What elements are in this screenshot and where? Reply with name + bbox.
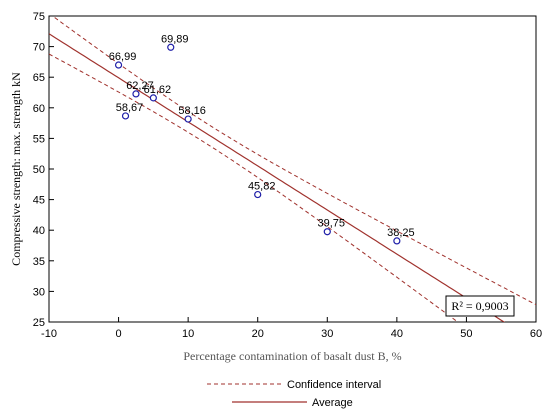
- y-tick-label: 35: [33, 256, 45, 268]
- y-tick-label: 25: [33, 317, 45, 329]
- data-points: [114, 43, 401, 245]
- confidence-lower-line: [49, 53, 459, 322]
- data-point-label: 62,27: [126, 80, 154, 92]
- data-point-label: 38,25: [387, 227, 415, 239]
- y-tick-label: 65: [33, 72, 45, 84]
- data-point-label: 58,16: [178, 105, 206, 117]
- y-tick-label: 45: [33, 195, 45, 207]
- y-tick-label: 55: [33, 133, 45, 145]
- x-axis-title: Percentage contamination of basalt dust …: [183, 349, 401, 363]
- data-point: [121, 112, 130, 120]
- confidence-upper-line: [51, 16, 536, 306]
- y-tick-label: 75: [33, 11, 45, 23]
- data-point: [393, 237, 401, 245]
- r2-label: R² = 0,9003: [451, 299, 508, 313]
- average-fit-line: [49, 33, 506, 322]
- x-tick-label: 30: [321, 328, 333, 340]
- legend-label-average: Average: [312, 397, 353, 409]
- plot-area: [48, 15, 537, 323]
- axis-ticks: -10 0 10 20 30 40 50 60 25 30 35 40 45 50 55 60 65 70 75: [33, 11, 542, 340]
- data-point-label: 61,62: [144, 84, 172, 96]
- y-axis-title: Compressive strength: max. strength kN: [9, 72, 23, 266]
- y-tick-label: 30: [33, 286, 45, 298]
- data-point: [149, 94, 157, 102]
- data-point: [184, 115, 192, 123]
- data-point-label: 45,82: [248, 181, 276, 193]
- x-tick-label: 50: [460, 328, 472, 340]
- data-point: [167, 43, 175, 51]
- data-point-label: 58,67: [116, 102, 144, 114]
- x-tick-label: 0: [116, 328, 122, 340]
- data-point-label: 69,89: [161, 33, 189, 45]
- fit-lines: [49, 16, 536, 322]
- r2-box: R² = 0,9003: [445, 295, 515, 317]
- y-tick-label: 40: [33, 225, 45, 237]
- legend-label-confidence: Confidence interval: [287, 379, 381, 391]
- data-point: [114, 61, 123, 69]
- x-tick-label: 10: [182, 328, 194, 340]
- legend: Confidence interval Average: [207, 379, 381, 409]
- y-tick-label: 60: [33, 103, 45, 115]
- data-point-label: 66,99: [109, 51, 137, 63]
- data-point: [132, 90, 140, 98]
- x-tick-label: 20: [252, 328, 264, 340]
- x-tick-label: -10: [41, 328, 57, 340]
- data-point: [254, 190, 262, 199]
- x-tick-label: 40: [391, 328, 403, 340]
- y-tick-label: 50: [33, 164, 45, 176]
- data-point-label: 39,75: [318, 218, 346, 230]
- y-tick-label: 70: [33, 42, 45, 54]
- data-point: [323, 228, 331, 236]
- x-tick-label: 60: [530, 328, 542, 340]
